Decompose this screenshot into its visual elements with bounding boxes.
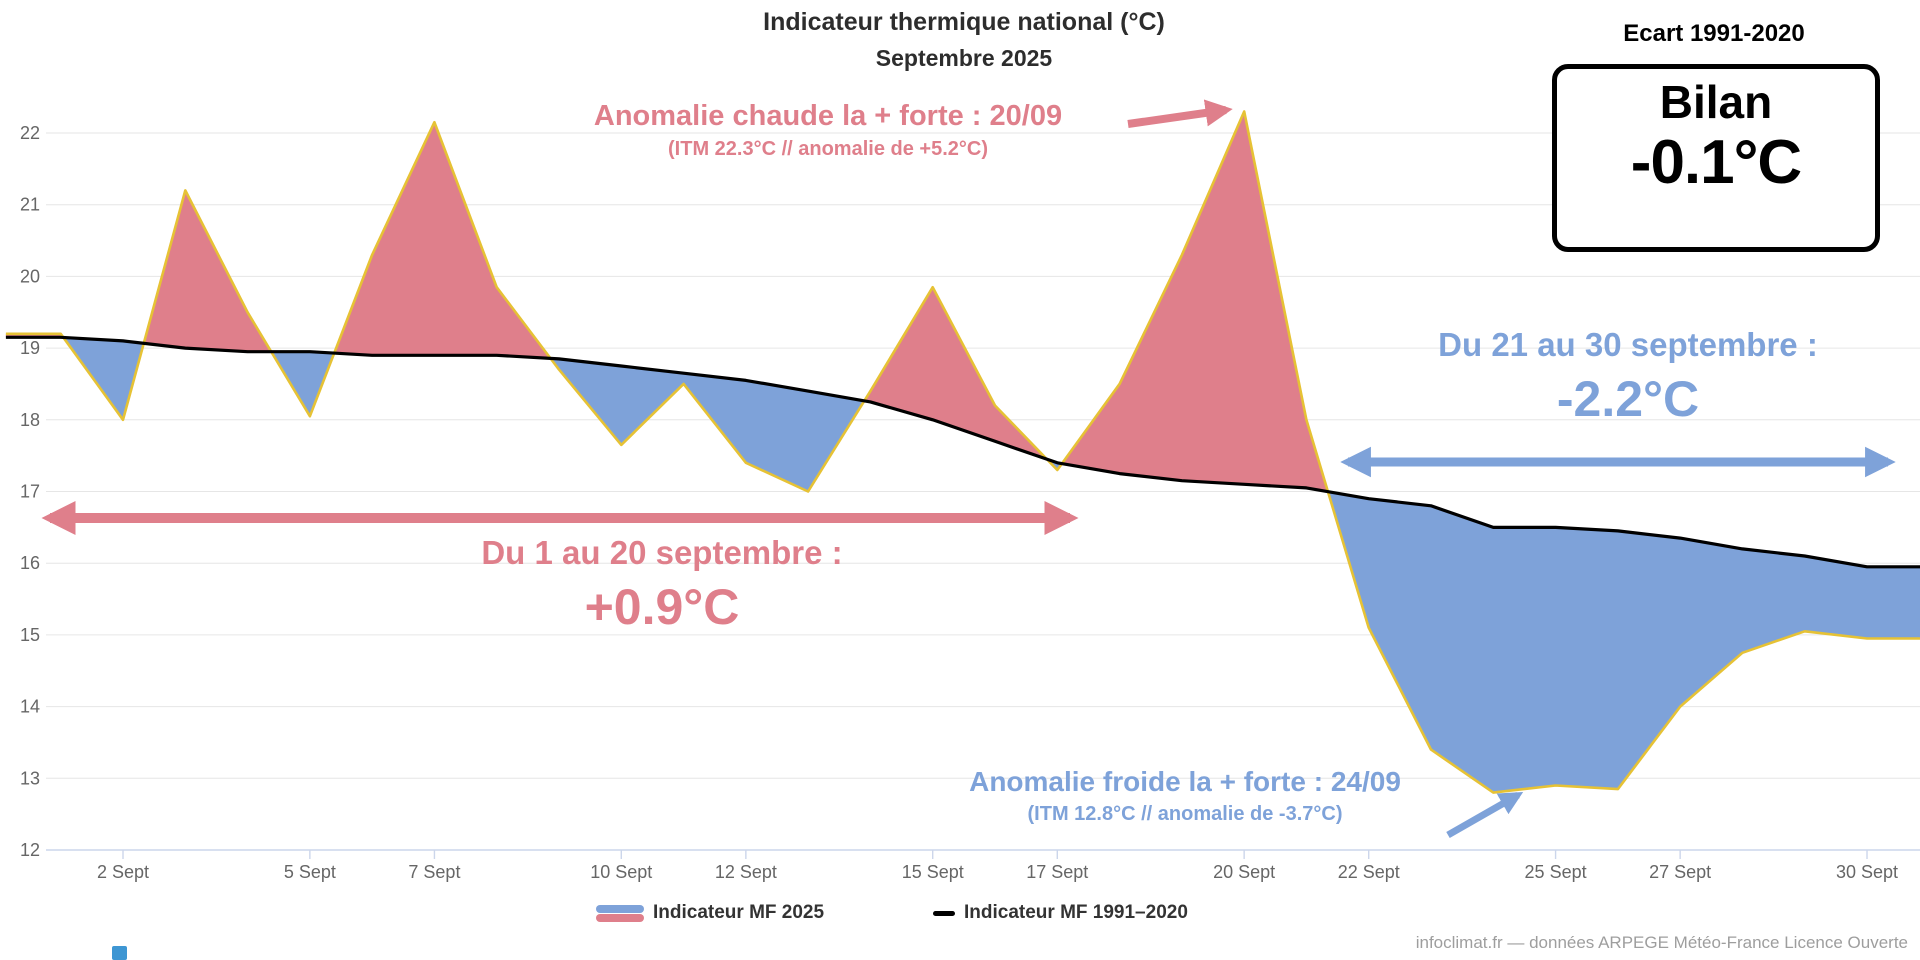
bilan-value: -0.1°C [1630, 127, 1802, 197]
period1-title: Du 1 au 20 septembre : [481, 534, 843, 571]
cold-anomaly-area [63, 337, 144, 420]
legend-item-2025[interactable]: Indicateur MF 2025 [596, 902, 824, 924]
series-normal-line [5, 335, 1920, 569]
x-tick-label: 20 Sept [1213, 862, 1275, 882]
y-tick-label: 21 [20, 195, 40, 215]
bilan-heading: Ecart 1991-2020 [1623, 20, 1805, 47]
bilan-label: Bilan [1659, 76, 1773, 128]
warm-anomaly-area [334, 122, 551, 359]
cold-anomaly-title: Anomalie froide la + forte : 24/09 [969, 766, 1401, 797]
y-tick-label: 12 [20, 840, 40, 860]
y-tick-label: 13 [20, 768, 40, 788]
attribution-text: infoclimat.fr — données ARPEGE Météo-Fra… [1415, 933, 1908, 952]
warm-anomaly-annotation: Anomalie chaude la + forte : 20/09 (ITM … [594, 100, 1062, 161]
series-2025-line [5, 110, 1920, 794]
legend-label-2025: Indicateur MF 2025 [653, 902, 825, 923]
line-swatch-icon [933, 910, 955, 916]
cold-anomaly-area [271, 351, 335, 417]
x-tick-label: 7 Sept [408, 862, 460, 882]
bilan-box: Bilan -0.1°C [1552, 64, 1880, 252]
period1-value: +0.9°C [584, 579, 740, 635]
x-tick-label: 25 Sept [1525, 862, 1587, 882]
x-tick-label: 12 Sept [715, 862, 777, 882]
warm-anomaly-detail: (ITM 22.3°C // anomalie de +5.2°C) [668, 138, 988, 160]
x-tick-label: 17 Sept [1026, 862, 1088, 882]
warm-anomaly-area [1061, 111, 1328, 492]
y-tick-label: 18 [20, 410, 40, 430]
period1-annotation: Du 1 au 20 septembre : +0.9°C [481, 534, 842, 636]
chart-subtitle: Septembre 2025 [875, 45, 1053, 71]
x-tick-label: 15 Sept [902, 862, 964, 882]
cold-anomaly-detail: (ITM 12.8°C // anomalie de -3.7°C) [1027, 803, 1343, 825]
y-tick-label: 15 [20, 625, 40, 645]
legend-label-normal: Indicateur MF 1991–2020 [964, 902, 1188, 923]
y-tick-label: 16 [20, 553, 40, 573]
warm-anomaly-title: Anomalie chaude la + forte : 20/09 [593, 100, 1063, 132]
y-tick-label: 22 [20, 123, 40, 143]
x-tick-label: 2 Sept [97, 862, 149, 882]
y-tick-label: 19 [20, 338, 40, 358]
cold-anomaly-arrow [1446, 791, 1524, 839]
y-tick-label: 14 [20, 697, 40, 717]
cold-anomaly-area [550, 358, 865, 492]
x-tick-label: 30 Sept [1836, 862, 1898, 882]
period2-annotation: Du 21 au 30 septembre : -2.2°C [1438, 326, 1818, 428]
warm-anomaly-arrow [1127, 99, 1233, 128]
chart-title: Indicateur thermique national (°C) [763, 8, 1165, 36]
infoclimat-logo-fragment [112, 946, 127, 960]
warm-anomaly-area [864, 287, 1047, 460]
x-tick-label: 27 Sept [1649, 862, 1711, 882]
x-axis: 2 Sept 5 Sept 7 Sept 10 Sept 12 Sept 15 Sept 1… [97, 850, 1898, 882]
chart-title-block: Indicateur thermique national (°C) Septe… [763, 8, 1165, 72]
x-tick-label: 10 Sept [590, 862, 652, 882]
cold-anomaly-annotation: Anomalie froide la + forte : 24/09 (ITM … [969, 766, 1401, 826]
area-swatch-icon [596, 904, 644, 922]
x-tick-label: 5 Sept [284, 862, 336, 882]
y-tick-label: 20 [20, 266, 40, 286]
legend-item-normal[interactable]: Indicateur MF 1991–2020 [933, 902, 1188, 924]
cold-anomaly-area [1328, 491, 1920, 793]
period2-value: -2.2°C [1556, 371, 1700, 427]
y-tick-label: 17 [20, 482, 40, 502]
period2-title: Du 21 au 30 septembre : [1438, 326, 1818, 363]
y-axis-labels: 12 13 14 15 16 17 18 19 20 21 22 [20, 123, 40, 860]
x-tick-label: 22 Sept [1338, 862, 1400, 882]
